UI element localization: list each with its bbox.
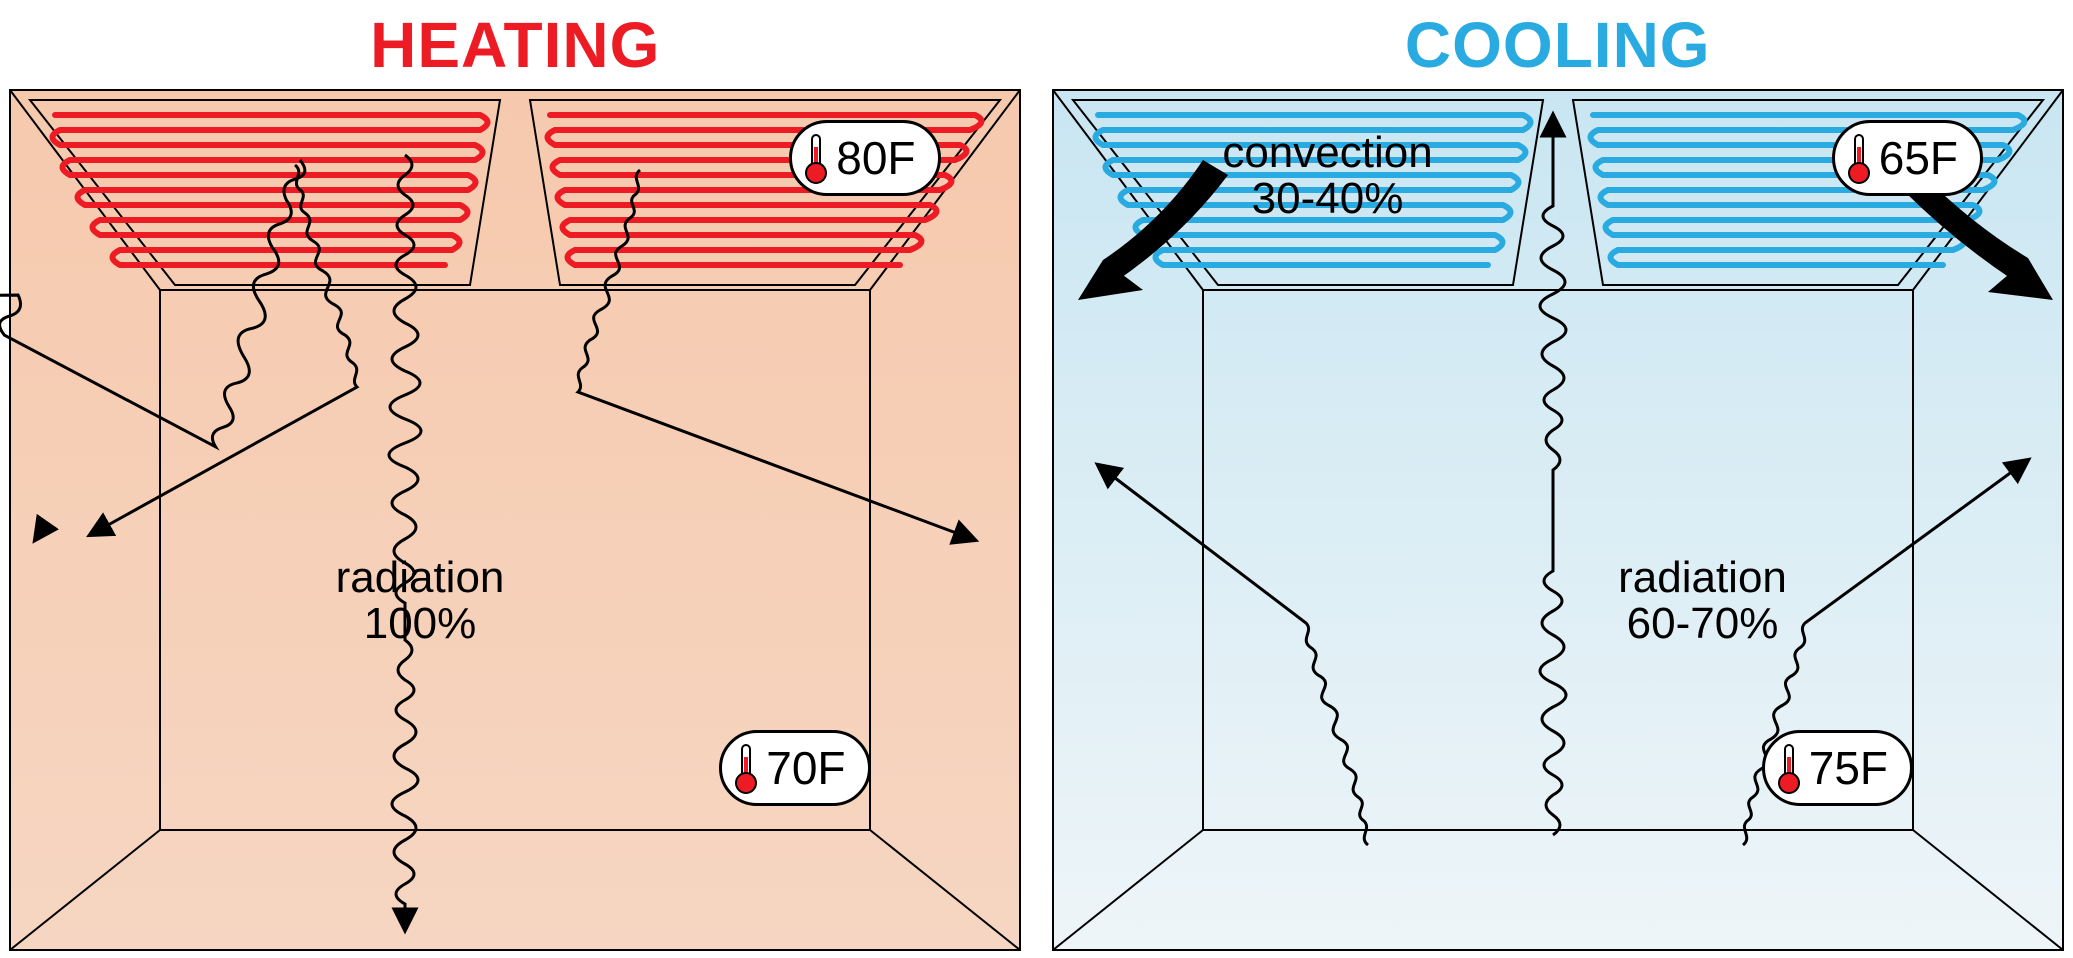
heating-ceiling-temp: 80F: [836, 131, 915, 185]
heating-panel: HEATING: [0, 0, 1031, 958]
thermometer-icon: [802, 131, 830, 185]
cooling-radiation-label: radiation 60-70%: [1583, 555, 1823, 647]
thermometer-icon: [1845, 131, 1873, 185]
cooling-room-temp: 75F: [1809, 741, 1888, 795]
heating-ceiling-temp-badge: 80F: [789, 120, 940, 196]
cooling-ceiling-temp-badge: 65F: [1832, 120, 1983, 196]
cooling-ceiling-temp: 65F: [1879, 131, 1958, 185]
heating-title: HEATING: [0, 8, 1031, 82]
heating-radiation-pct: 100%: [364, 599, 477, 648]
cooling-convection-pct: 30-40%: [1252, 174, 1404, 223]
cooling-convection-label: convection 30-40%: [1188, 130, 1468, 222]
diagram-root: HEATING: [0, 0, 2073, 958]
heating-radiation-label: radiation 100%: [300, 555, 540, 647]
heating-room-temp-badge: 70F: [719, 730, 870, 806]
cooling-title: COOLING: [1043, 8, 2073, 82]
cooling-convection-word: convection: [1222, 128, 1432, 177]
cooling-radiation-word: radiation: [1618, 553, 1787, 602]
heating-radiation-word: radiation: [336, 553, 505, 602]
cooling-panel: COOLING: [1043, 0, 2073, 958]
cooling-room-temp-badge: 75F: [1762, 730, 1913, 806]
thermometer-icon: [732, 741, 760, 795]
heating-room-temp: 70F: [766, 741, 845, 795]
cooling-radiation-pct: 60-70%: [1627, 599, 1779, 648]
thermometer-icon: [1775, 741, 1803, 795]
